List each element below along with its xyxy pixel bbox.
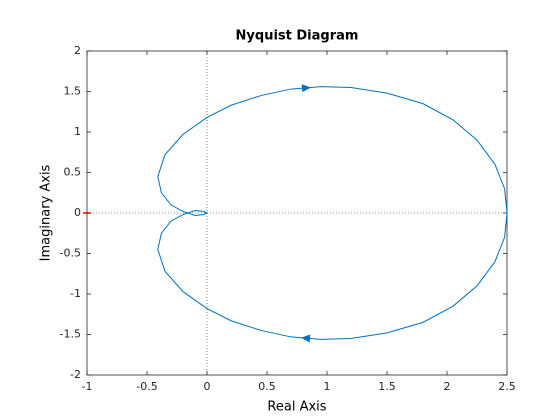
x-tick-label: 2.5 (498, 380, 516, 393)
y-tick-label: -1 (70, 287, 81, 300)
y-axis-label: Imaginary Axis (39, 164, 54, 261)
x-tick-label: 1.5 (378, 380, 396, 393)
nyquist-curve (157, 86, 508, 340)
x-tick-label: 1 (324, 380, 331, 393)
y-tick-label: -0.5 (60, 247, 81, 260)
direction-arrow (301, 84, 311, 93)
y-tick-label: 1 (74, 125, 81, 138)
y-tick-label: 0 (74, 206, 81, 219)
x-tick-label: 2 (444, 380, 451, 393)
x-tick-label: -0.5 (136, 380, 157, 393)
chart-title: Nyquist Diagram (236, 29, 359, 44)
direction-arrow (301, 334, 311, 343)
x-axis-label: Real Axis (267, 400, 326, 415)
x-tick-label: -1 (82, 380, 93, 393)
critical-point (83, 212, 91, 214)
x-tick-label: 0.5 (258, 380, 276, 393)
y-tick-label: 0.5 (64, 166, 82, 179)
y-tick-label: 2 (74, 44, 81, 57)
y-tick-label: -2 (70, 368, 81, 381)
y-tick-label: -1.5 (60, 328, 81, 341)
x-tick-label: 0 (204, 380, 211, 393)
y-tick-label: 1.5 (64, 85, 82, 98)
